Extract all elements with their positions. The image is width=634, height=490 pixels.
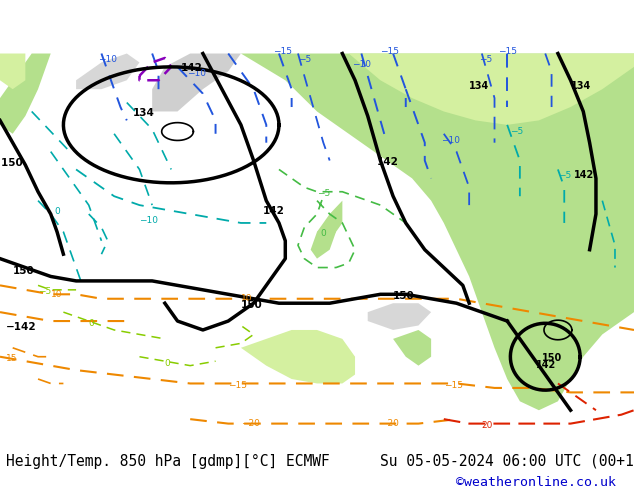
Text: −20: −20	[380, 419, 399, 428]
Text: −15: −15	[273, 47, 292, 55]
Text: −5: −5	[298, 55, 311, 64]
Polygon shape	[311, 223, 336, 259]
Text: −10: −10	[352, 60, 371, 69]
Text: 134: 134	[469, 81, 489, 91]
Text: 20: 20	[482, 421, 493, 430]
Text: 142: 142	[536, 360, 556, 370]
Text: −5: −5	[38, 287, 51, 296]
Text: 0: 0	[54, 207, 60, 216]
Text: 142: 142	[377, 157, 399, 167]
Text: −15: −15	[498, 47, 517, 55]
Text: −15: −15	[444, 381, 463, 390]
Text: 0: 0	[89, 318, 94, 327]
Text: Height/Temp. 850 hPa [gdmp][°C] ECMWF: Height/Temp. 850 hPa [gdmp][°C] ECMWF	[6, 454, 330, 469]
Text: 10: 10	[51, 290, 62, 298]
Text: −10: −10	[441, 136, 460, 145]
Text: −5: −5	[558, 172, 571, 180]
Text: −10: −10	[187, 69, 206, 78]
Text: 134: 134	[571, 81, 591, 91]
Text: 150: 150	[393, 291, 415, 301]
Text: −142: −142	[6, 322, 37, 332]
Polygon shape	[0, 53, 25, 89]
Text: 0: 0	[165, 359, 171, 368]
Text: 10: 10	[241, 294, 252, 303]
Polygon shape	[152, 53, 241, 112]
Polygon shape	[0, 53, 51, 134]
Text: −5: −5	[317, 189, 330, 198]
Text: ©weatheronline.co.uk: ©weatheronline.co.uk	[456, 476, 616, 489]
Text: −5: −5	[510, 127, 524, 136]
Text: 134: 134	[133, 108, 155, 118]
Text: −10: −10	[139, 216, 158, 225]
Text: −15: −15	[380, 47, 399, 55]
Text: 15: 15	[6, 354, 18, 363]
Polygon shape	[241, 53, 634, 410]
Text: ·150: ·150	[0, 158, 23, 168]
Polygon shape	[349, 53, 634, 125]
Text: 142: 142	[181, 63, 203, 74]
Text: 142: 142	[574, 171, 594, 180]
Text: −10: −10	[98, 55, 117, 64]
Polygon shape	[393, 330, 431, 366]
Text: 142: 142	[263, 206, 285, 216]
Text: 150: 150	[13, 266, 34, 276]
Polygon shape	[368, 303, 431, 330]
Text: 150: 150	[241, 300, 262, 310]
Text: −15: −15	[228, 381, 247, 390]
Text: 150: 150	[542, 353, 562, 363]
Text: Su 05-05-2024 06:00 UTC (00+102): Su 05-05-2024 06:00 UTC (00+102)	[380, 454, 634, 469]
Text: −5: −5	[479, 55, 492, 64]
Polygon shape	[76, 53, 139, 89]
Polygon shape	[317, 201, 342, 241]
Polygon shape	[241, 330, 355, 384]
Text: −20: −20	[241, 419, 260, 428]
Text: 0: 0	[320, 229, 326, 238]
